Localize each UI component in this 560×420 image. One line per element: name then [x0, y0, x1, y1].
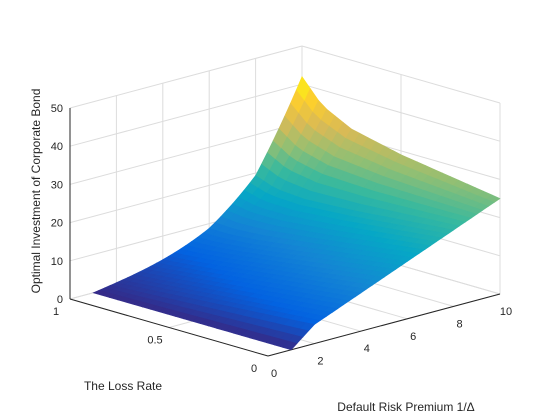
surface-patch	[282, 340, 298, 351]
x-tick-label: 0	[271, 368, 277, 380]
z-tick-label: 30	[51, 179, 63, 191]
x-tick-label: 10	[500, 306, 512, 318]
grid-line-z-back	[69, 121, 303, 185]
z-tick-label: 20	[51, 218, 63, 230]
x-tick-label: 4	[364, 343, 370, 355]
y-tick-label: 0	[251, 363, 257, 375]
z-tick-label: 40	[51, 141, 63, 153]
grid-line-z-back	[69, 83, 303, 147]
x-axis-label: Default Risk Premium 1/Δ	[337, 400, 474, 414]
x-tick-label: 2	[317, 356, 323, 368]
y-tick-label: 1	[53, 306, 59, 318]
y-axis-line	[69, 298, 269, 357]
surface-plot	[92, 75, 501, 351]
z-tick-label: 0	[57, 294, 63, 306]
x-tick-label: 8	[457, 318, 463, 330]
y-tick-label: 0.5	[147, 335, 162, 347]
z-tick-label: 10	[51, 256, 63, 268]
x-tick-label: 6	[410, 331, 416, 343]
x-axis-line	[267, 293, 501, 357]
z-axis-label: Optimal Investment of Corporate Bond	[29, 89, 43, 294]
y-axis-label: The Loss Rate	[84, 379, 162, 393]
grid-line-z-back	[69, 45, 303, 109]
z-tick-label: 50	[51, 103, 63, 115]
